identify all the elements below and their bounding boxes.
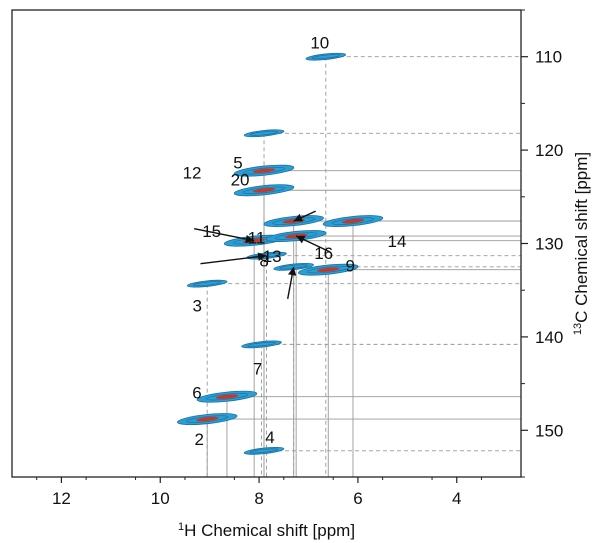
peak-4 (241, 340, 282, 349)
x-tick-label: 10 (151, 489, 170, 508)
peak-contour-inner (249, 448, 279, 454)
peak-label-8: 12 (183, 163, 202, 182)
peak-2 (176, 413, 238, 426)
peak-core (252, 168, 276, 173)
peak-contour-outer (241, 340, 282, 349)
peak-contour-inner (242, 166, 286, 175)
y-tick-label: 110 (535, 48, 562, 67)
peak-7 (233, 164, 295, 177)
peak-contour-inner (242, 186, 286, 194)
peak-1 (186, 279, 228, 288)
y-axis-title: 13C Chemical shift [ppm] (572, 152, 591, 335)
peak-6 (305, 52, 347, 61)
peak-contour-inner (247, 341, 276, 347)
y-axis-title-text: C Chemical shift [ppm] (572, 152, 591, 323)
peak-core (215, 394, 239, 399)
peak-label-10: 11 (248, 229, 266, 248)
peak-16 (243, 129, 285, 138)
peak-core (341, 218, 365, 224)
peak-label-9: 8 (259, 252, 268, 271)
guide-lines (206, 56, 521, 477)
peak-5 (243, 446, 285, 455)
peak-contour-outer (243, 446, 285, 455)
peak-8 (233, 184, 295, 197)
annotation-arrows (194, 210, 331, 299)
x-axis: 12 10 8 6 4 (36, 477, 482, 508)
peak-contour-inner (272, 217, 315, 225)
peak-label-12: 13 (263, 247, 282, 266)
peak-label-3: 6 (192, 384, 201, 403)
peak-contour-inner (192, 281, 222, 287)
arrow-9 (194, 228, 255, 244)
arrow-12 (295, 235, 331, 253)
x-axis-title-text: H Chemical shift [ppm] (184, 521, 355, 540)
arrow-11 (293, 210, 316, 222)
y-axis: 110 120 130 140 150 (521, 9, 563, 478)
peak-contour-inner (205, 392, 249, 401)
peak-label-15: 16 (314, 244, 333, 263)
peak-3 (196, 390, 258, 403)
x-tick-label: 8 (254, 489, 263, 508)
peak-contour-inner (331, 217, 375, 225)
peak-label-5: 4 (265, 428, 274, 447)
peak-label-1: 3 (192, 297, 201, 316)
peak-label-11: 15 (202, 222, 221, 241)
x-tick-label: 12 (52, 489, 71, 508)
y-tick-label: 130 (535, 235, 563, 254)
x-axis-title: 1H Chemical shift [ppm] (178, 521, 355, 540)
y-tick-label: 150 (535, 421, 563, 440)
peak-core (195, 416, 219, 422)
peak-contour-inner (307, 265, 350, 274)
y-tick-label: 120 (535, 141, 563, 160)
peak-core (252, 188, 276, 193)
peak-contour-inner (185, 415, 229, 423)
x-tick-label: 4 (452, 489, 461, 508)
peak-14 (298, 263, 359, 276)
peak-label-6: 10 (310, 34, 329, 53)
peak-core (316, 267, 340, 272)
peak-labels: 3 2 6 7 4 10 5 12 8 11 15 13 14 9 16 20 (183, 34, 407, 449)
peak-contour-inner (249, 130, 279, 136)
peak-label-13: 14 (388, 232, 407, 251)
y-axis-title-superscript: 13 (572, 323, 584, 335)
peak-contour-outer (243, 129, 285, 138)
peak-label-2: 2 (194, 430, 203, 449)
peak-label-16: 20 (231, 170, 250, 189)
arrow-15 (286, 266, 297, 299)
peak-contour-outer (186, 279, 228, 288)
peak-label-4: 7 (253, 359, 262, 378)
arrow-10 (200, 252, 267, 265)
peak-label-7: 5 (233, 154, 242, 173)
peak-contour-inner (311, 54, 341, 60)
x-axis-title-superscript: 1 (178, 521, 184, 533)
y-tick-label: 140 (535, 328, 563, 347)
x-tick-label: 6 (353, 489, 362, 508)
peak-13 (322, 215, 384, 228)
peak-label-14: 9 (346, 257, 355, 276)
